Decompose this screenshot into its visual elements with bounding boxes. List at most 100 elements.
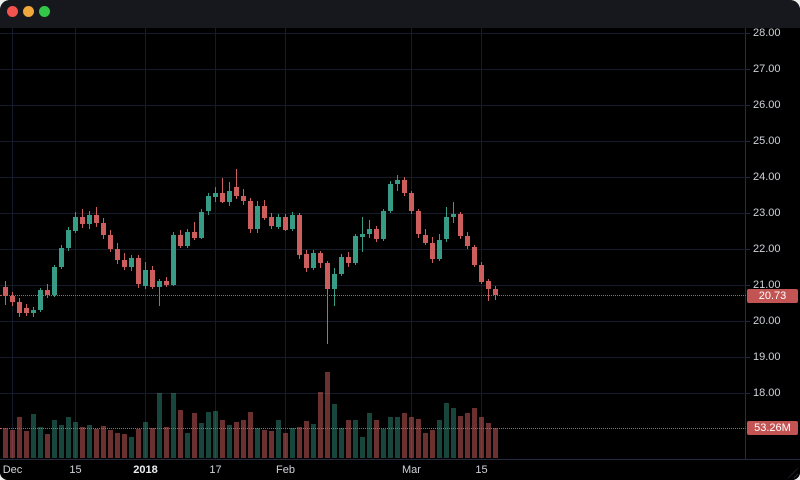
candle-body	[297, 215, 302, 255]
candle-body	[360, 234, 365, 237]
volume-bar	[339, 428, 344, 458]
volume-bar	[3, 428, 8, 458]
candle-body	[283, 217, 288, 230]
price-axis-label: 19.00	[753, 351, 781, 363]
candle-body	[409, 193, 414, 211]
candle-body	[185, 232, 190, 246]
volume-bar	[185, 433, 190, 458]
candle-body	[192, 232, 197, 238]
candle-body	[213, 193, 218, 197]
candle-wick	[236, 169, 237, 199]
volume-bar	[52, 420, 57, 458]
volume-bar	[325, 372, 330, 458]
price-axis-label: 21.00	[753, 279, 781, 291]
price-axis[interactable]: 28.00 27.00 26.00 25.00 24.00 23.00 22.00 21.00…	[746, 27, 800, 480]
volume-bar	[430, 430, 435, 458]
candle-body	[136, 258, 141, 284]
volume-bar	[192, 413, 197, 458]
volume-bar	[276, 420, 281, 458]
candle-body	[416, 211, 421, 234]
candle-wick	[327, 261, 328, 344]
time-axis-label: Mar	[402, 464, 421, 476]
volume-bar	[318, 392, 323, 458]
time-axis-label: 17	[209, 464, 222, 476]
horizontal-gridline	[0, 285, 746, 286]
volume-bar	[297, 427, 302, 458]
candle-body	[241, 196, 246, 201]
price-axis-tick	[746, 321, 750, 322]
price-axis-label: 18.00	[753, 387, 781, 399]
volume-bar	[458, 416, 463, 458]
candle-body	[171, 235, 176, 285]
window-titlebar[interactable]	[0, 0, 800, 28]
time-axis-label: Feb	[276, 464, 295, 476]
candle-body	[493, 289, 498, 295]
volume-bar	[444, 403, 449, 458]
last-price-tag: 20.73	[747, 289, 798, 303]
candle-body	[31, 310, 36, 313]
vertical-gridline	[285, 28, 286, 459]
candle-body	[290, 215, 295, 229]
volume-bar	[381, 429, 386, 458]
time-axis-label: Dec	[2, 464, 23, 476]
candle-body	[38, 290, 43, 310]
price-axis-tick	[746, 213, 750, 214]
volume-bar	[45, 434, 50, 458]
candle-wick	[159, 279, 160, 306]
price-axis-tick	[746, 141, 750, 142]
horizontal-gridline	[0, 321, 746, 322]
candle-body	[220, 193, 225, 202]
volume-bar	[409, 417, 414, 458]
volume-bar	[129, 437, 134, 458]
candle-body	[87, 215, 92, 224]
candle-wick	[194, 222, 195, 240]
candle-body	[108, 235, 113, 249]
candle-body	[94, 215, 99, 223]
horizontal-gridline	[0, 33, 746, 34]
price-axis-tick	[746, 393, 750, 394]
price-axis-label: 25.00	[753, 135, 781, 147]
price-axis-tick	[746, 177, 750, 178]
volume-bar	[115, 433, 120, 458]
last-price-line	[0, 295, 746, 296]
candle-wick	[222, 178, 223, 203]
candle-body	[24, 308, 29, 313]
volume-bar	[24, 431, 29, 458]
horizontal-gridline	[0, 177, 746, 178]
volume-bar	[80, 427, 85, 458]
volume-bar	[269, 431, 274, 458]
horizontal-gridline	[0, 69, 746, 70]
volume-bar	[493, 428, 498, 458]
volume-bar	[479, 417, 484, 458]
volume-bar	[143, 422, 148, 458]
volume-bar	[94, 429, 99, 458]
volume-bar	[416, 419, 421, 458]
candle-wick	[453, 202, 454, 223]
horizontal-gridline	[0, 249, 746, 250]
candle-body	[276, 217, 281, 227]
price-axis-label: 28.00	[753, 27, 781, 39]
chart-surface[interactable]	[0, 28, 746, 459]
volume-bar	[388, 417, 393, 458]
candle-body	[332, 274, 337, 289]
window-minimize-button[interactable]	[23, 6, 34, 17]
volume-bar	[283, 433, 288, 458]
volume-bar	[241, 420, 246, 458]
candle-body	[17, 302, 22, 313]
candle-body	[101, 223, 106, 235]
volume-bar	[38, 427, 43, 458]
volume-bar	[136, 429, 141, 458]
volume-bar	[374, 420, 379, 458]
candle-body	[346, 257, 351, 263]
window-zoom-button[interactable]	[39, 6, 50, 17]
time-axis[interactable]: Dec 15 2018 17 Feb Mar 15	[0, 459, 800, 480]
price-axis-label: 22.00	[753, 243, 781, 255]
price-axis-label: 20.00	[753, 315, 781, 327]
price-axis-label: 27.00	[753, 63, 781, 75]
candle-body	[59, 248, 64, 267]
candle-body	[164, 281, 169, 285]
window-close-button[interactable]	[7, 6, 18, 17]
candle-body	[150, 270, 155, 287]
vertical-gridline	[145, 28, 146, 459]
